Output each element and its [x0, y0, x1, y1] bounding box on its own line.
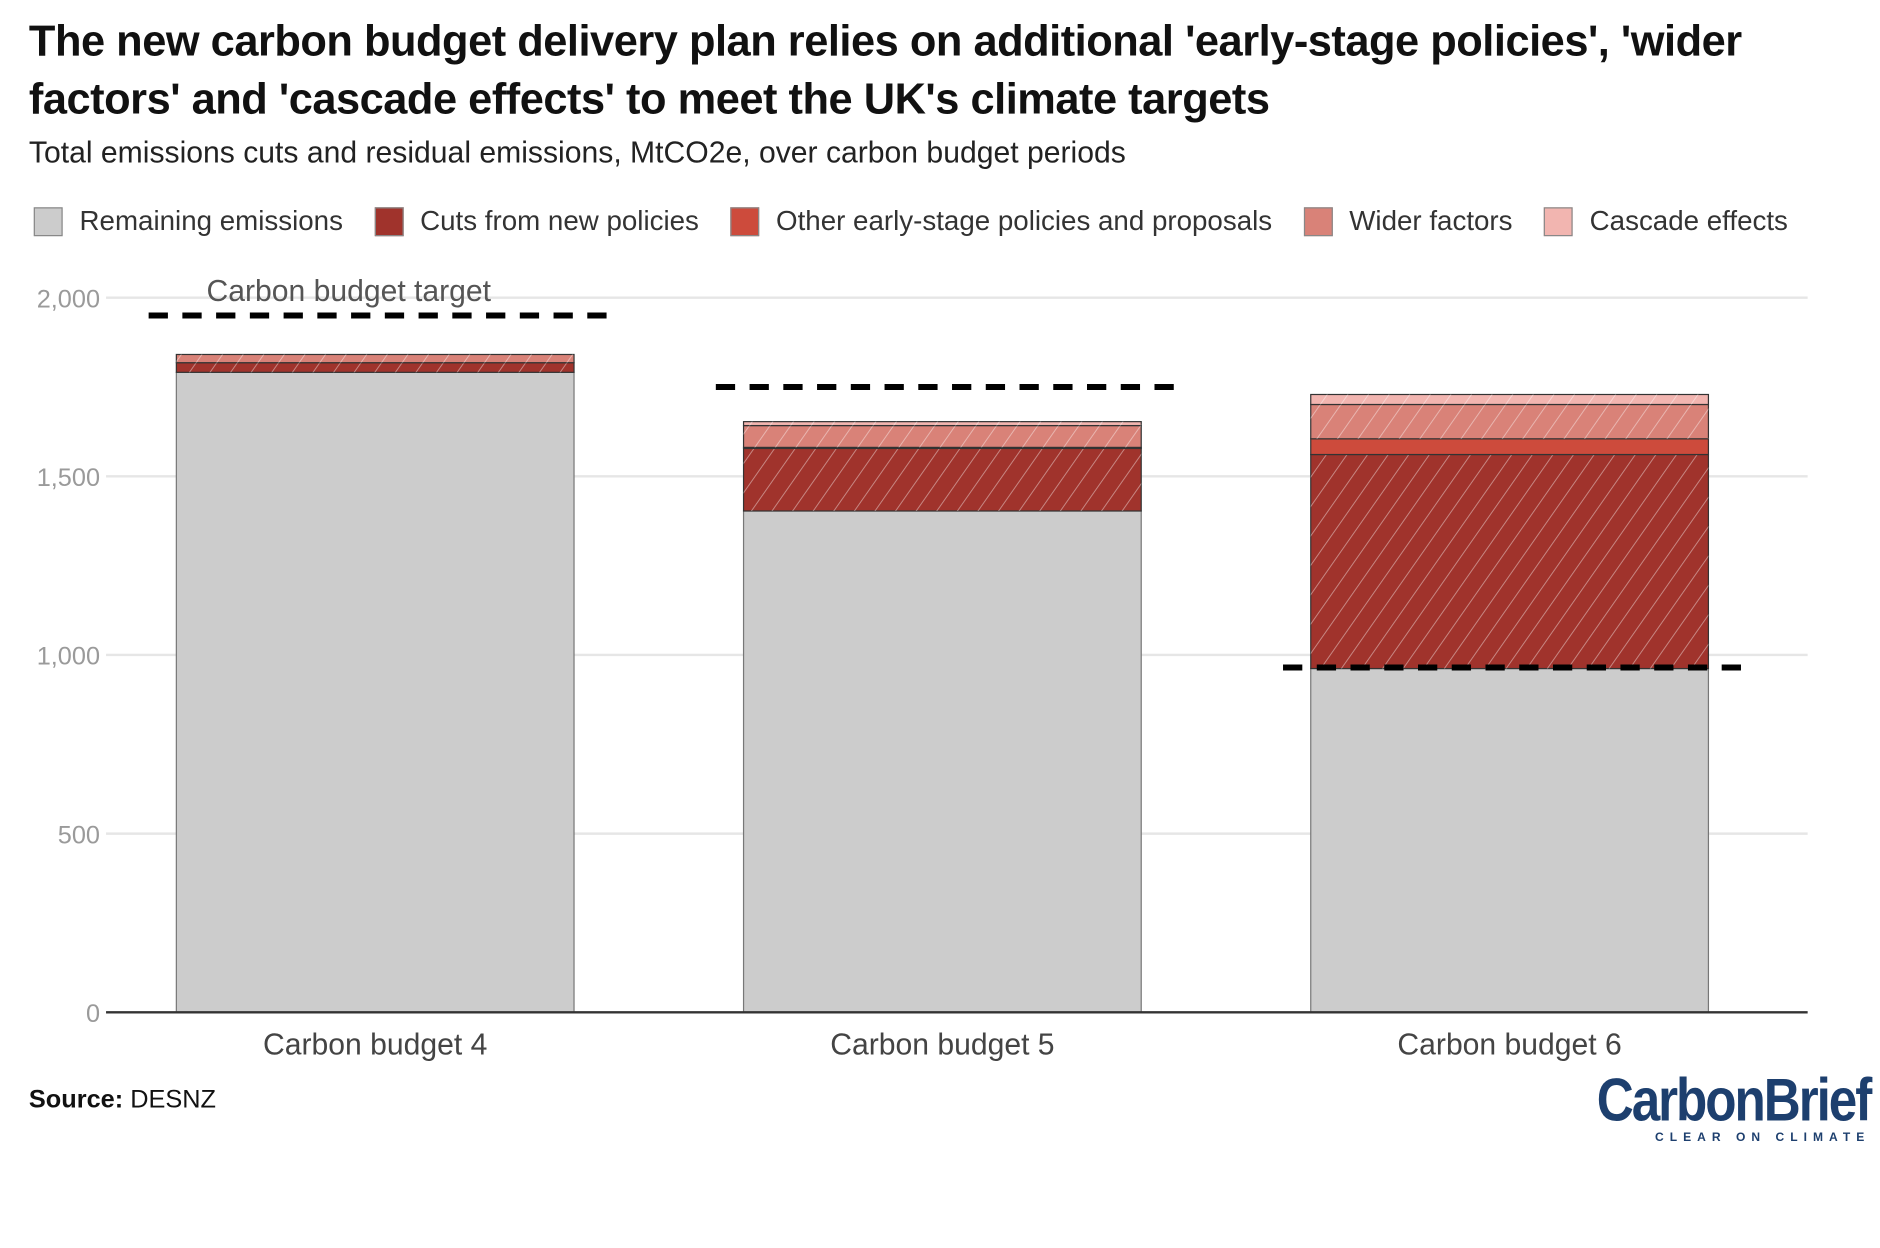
legend-swatch [374, 206, 404, 236]
legend-label: Other early-stage policies and proposals [776, 204, 1273, 237]
x-tick-label: Carbon budget 4 [263, 1028, 487, 1061]
chart-footer: Source: DESNZ CarbonBrief CLEAR ON CLIMA… [0, 1069, 1880, 1177]
legend-swatch [1543, 206, 1573, 236]
legend-swatch [730, 206, 760, 236]
legend-item: Wider factors [1303, 204, 1513, 238]
bar-hatch [176, 354, 575, 363]
source-note: Source: DESNZ [29, 1086, 216, 1115]
y-tick-label: 2,000 [37, 285, 100, 313]
legend-item: Remaining emissions [33, 204, 343, 238]
bar-segment [1310, 438, 1710, 456]
plot-area: 0 500 1,000 1,500 2,000 Carbon budget 4 Carbon… [37, 275, 1808, 1061]
y-tick-label: 0 [86, 1000, 100, 1028]
bar-segment [175, 371, 575, 1013]
legend-swatch [33, 206, 63, 236]
bar-hatch [743, 421, 1142, 426]
bar-hatch [743, 425, 1142, 448]
bar-hatch [176, 362, 575, 373]
source-value: DESNZ [130, 1085, 216, 1114]
chart-header: The new carbon budget delivery plan reli… [0, 0, 1880, 237]
legend-item: Other early-stage policies and proposals [730, 205, 1272, 238]
bar-hatch [743, 448, 1142, 511]
legend-label: Remaining emissions [79, 204, 343, 237]
bar-hatch [1310, 454, 1709, 669]
logo-name: CarbonBrief [1596, 1066, 1872, 1134]
x-tick-label: Carbon budget 5 [830, 1028, 1054, 1061]
carbonbrief-logo: CarbonBrief CLEAR ON CLIMATE [1549, 1066, 1872, 1145]
chart-title: The new carbon budget delivery plan reli… [28, 15, 1742, 123]
y-tick-label: 500 [58, 821, 100, 849]
legend: Remaining emissions Cuts from new policie… [29, 205, 1856, 238]
chart-figure: The new carbon budget delivery plan reli… [0, 0, 1880, 1177]
source-label: Source: [28, 1085, 124, 1114]
target-annotation: Carbon budget target [206, 275, 491, 308]
bar-segment [1310, 667, 1710, 1013]
bar-hatch [1310, 404, 1709, 439]
bar-hatch [1310, 394, 1709, 405]
legend-item: Cuts from new policies [374, 205, 699, 238]
chart-subtitle: Total emissions cuts and residual emissi… [28, 136, 1126, 170]
y-tick-label: 1,500 [37, 464, 100, 492]
x-tick-label: Carbon budget 6 [1397, 1028, 1621, 1061]
legend-label: Wider factors [1349, 204, 1513, 237]
legend-item: Cascade effects [1543, 204, 1788, 238]
bar-segment [742, 510, 1142, 1013]
y-tick-label: 1,000 [37, 643, 100, 671]
logo-tagline: CLEAR ON CLIMATE [1654, 1131, 1871, 1145]
legend-label: Cuts from new policies [420, 204, 699, 237]
legend-label: Cascade effects [1589, 204, 1788, 237]
legend-swatch [1303, 206, 1333, 236]
stacked-bar-chart: 0 500 1,000 1,500 2,000 Carbon budget 4 Carbon… [37, 275, 1808, 1061]
